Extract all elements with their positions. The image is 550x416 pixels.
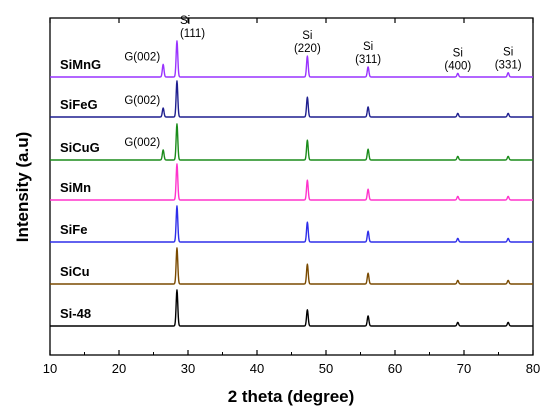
series-labels: SiMnG SiFeG SiCuG SiMn SiFe SiCu Si-48 (60, 57, 101, 321)
peak-label: G(002) (124, 137, 160, 149)
series-label-si-48: Si-48 (60, 306, 91, 321)
peak-label: Si (180, 15, 190, 27)
x-tick-label: 80 (526, 361, 540, 376)
x-tick-label: 50 (319, 361, 333, 376)
series-line-sicug (49, 123, 534, 161)
x-tick-label: 70 (457, 361, 471, 376)
x-tick-label: 60 (388, 361, 402, 376)
series-line-sicu (49, 247, 534, 285)
series-label-simn: SiMn (60, 180, 91, 195)
peak-label: Si (453, 47, 463, 59)
series-label-sicug: SiCuG (60, 140, 100, 155)
x-axis-title: 2 theta (degree) (228, 387, 355, 406)
series-line-si-48 (49, 289, 534, 327)
peak-label: Si (302, 30, 312, 42)
x-tick-label: 40 (250, 361, 264, 376)
x-tick-label: 20 (112, 361, 126, 376)
series-line-simng (49, 40, 534, 78)
series-line-sife (49, 205, 534, 243)
series-label-sife: SiFe (60, 222, 87, 237)
series-label-sifeg: SiFeG (60, 97, 98, 112)
peak-label: G(002) (124, 95, 160, 107)
x-axis: 10 20 30 40 50 60 70 80 (43, 18, 540, 376)
y-axis-title: Intensity (a.u) (13, 132, 32, 243)
peak-label: (311) (355, 54, 381, 66)
peak-label: G(002) (124, 51, 160, 63)
peak-label: (400) (444, 60, 471, 72)
peak-label: Si (503, 47, 513, 59)
series-label-sicu: SiCu (60, 264, 90, 279)
series-label-simng: SiMnG (60, 57, 101, 72)
series-line-simn (49, 163, 534, 201)
x-tick-label: 10 (43, 361, 57, 376)
series-layer (49, 40, 534, 327)
peak-label: (331) (495, 60, 522, 72)
series-line-sifeg (49, 80, 534, 118)
peak-label: Si (363, 41, 373, 53)
peak-annotations: G(002)Si(111) Si(220) Si(311)Si(400)Si(331… (124, 15, 521, 149)
peak-label: (220) (294, 43, 321, 55)
peak-label: (111) (180, 28, 205, 40)
x-tick-label: 30 (181, 361, 195, 376)
